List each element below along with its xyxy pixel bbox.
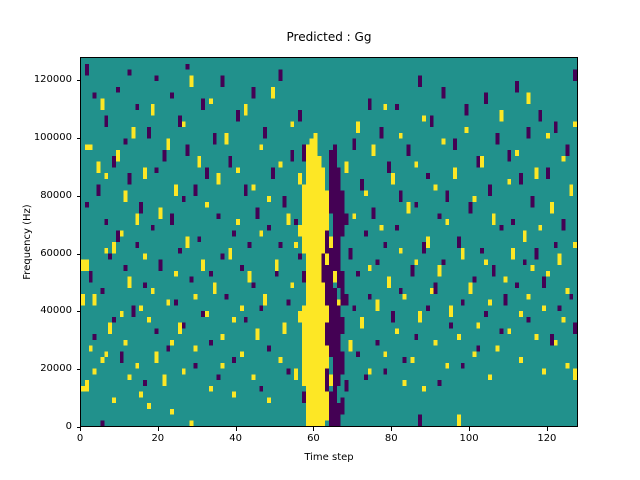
y-tick-label: 60000 — [40, 247, 72, 259]
x-axis-label: Time step — [304, 452, 354, 463]
x-tick-mark — [235, 427, 237, 431]
y-tick-label: 80000 — [40, 189, 72, 201]
x-tick-label: 20 — [151, 433, 165, 444]
y-tick-mark — [76, 195, 80, 197]
y-tick-mark — [76, 427, 80, 428]
y-tick-mark — [76, 253, 80, 255]
chart-title: Predicted : Gg — [286, 30, 372, 44]
x-tick-label: 120 — [537, 433, 557, 444]
x-tick-mark — [546, 427, 548, 431]
y-tick-mark — [76, 137, 80, 139]
heatmap-image — [81, 58, 577, 426]
y-tick-label: 120000 — [33, 74, 72, 86]
x-tick-label: 100 — [459, 433, 479, 444]
x-tick-label: 80 — [384, 433, 398, 444]
y-tick-mark — [76, 80, 80, 82]
x-tick-mark — [80, 427, 81, 431]
x-tick-label: 60 — [307, 433, 320, 444]
y-tick-label: 40000 — [40, 305, 72, 317]
heatmap-axes — [80, 57, 578, 427]
y-axis-label: Frequency (Hz) — [22, 204, 33, 280]
x-tick-mark — [469, 427, 471, 431]
x-tick-mark — [391, 427, 393, 431]
x-tick-label: 0 — [76, 433, 84, 444]
y-tick-mark — [76, 369, 80, 371]
y-tick-label: 100000 — [33, 131, 72, 143]
y-tick-label: 0 — [65, 421, 72, 432]
y-tick-label: 20000 — [40, 363, 72, 375]
x-tick-mark — [157, 427, 159, 431]
x-tick-label: 40 — [229, 433, 242, 444]
x-tick-mark — [313, 427, 315, 431]
y-tick-mark — [76, 311, 80, 313]
